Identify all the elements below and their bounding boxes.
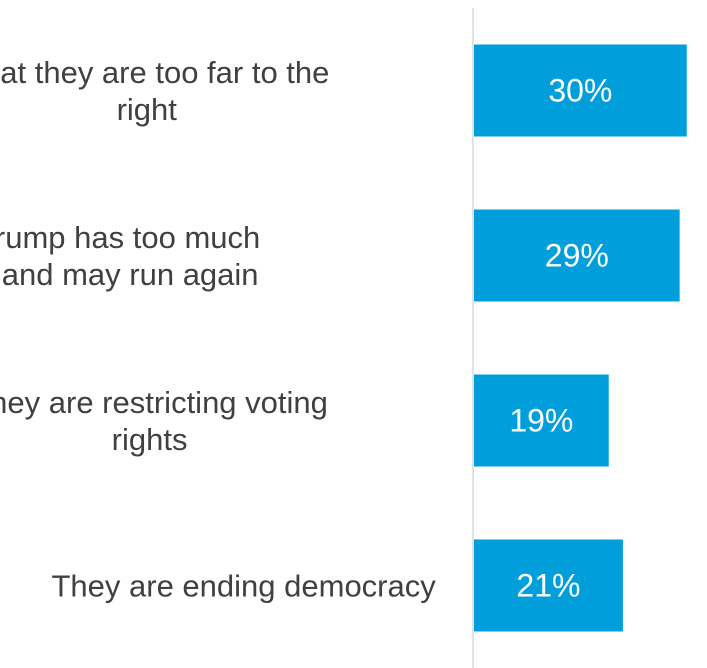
bar-4 (474, 539, 623, 632)
category-label-3-line-2: rights (112, 422, 188, 457)
category-label-1: That they are too far to the right (0, 55, 329, 127)
bar-1 (474, 44, 687, 137)
category-label-1-line-1: That they are too far to the (0, 55, 329, 90)
category-label-4-line-1: They are ending democracy (51, 569, 436, 604)
category-label-2-line-1: That Trump has too much (0, 220, 260, 255)
bar-2 (474, 209, 680, 302)
value-label-2: 29% (545, 238, 609, 274)
category-label-3-line-1: They are restricting voting (0, 385, 328, 420)
bar-3 (474, 374, 609, 467)
category-label-3: They are restricting voting rights (0, 385, 328, 457)
value-label-3: 19% (509, 403, 573, 439)
category-label-4: They are ending democracy (51, 569, 436, 604)
value-label-1: 30% (548, 73, 612, 109)
value-label-4: 21% (516, 568, 580, 604)
category-label-2: That Trump has too muchpower and may run… (0, 220, 260, 292)
category-label-1-line-2: right (117, 92, 178, 127)
category-label-2-line-2: power and may run again (0, 257, 259, 292)
bars-layer: 30% 29% 19% 21% (474, 44, 687, 632)
